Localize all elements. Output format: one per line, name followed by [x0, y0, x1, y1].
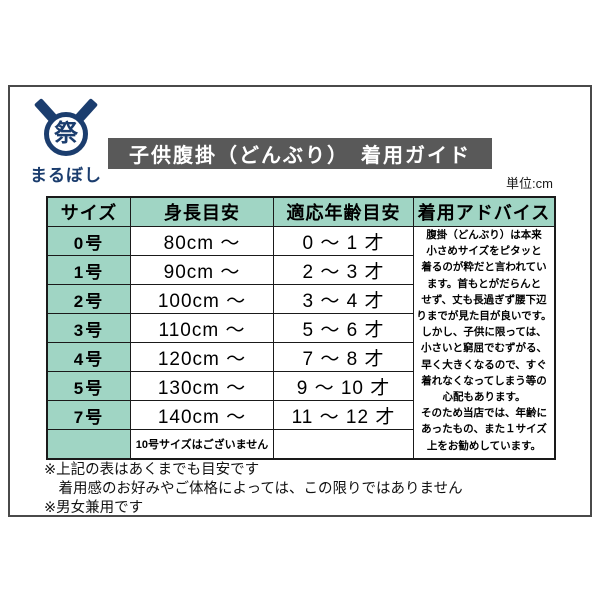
- height-cell: 80cm ～: [130, 226, 274, 256]
- column-header-age: 適応年齢目安: [273, 196, 414, 227]
- size-guide-table: サイズ 身長目安 適応年齢目安 着用アドバイス 0号 80cm ～ 0 ～ 1 …: [46, 196, 556, 460]
- size-cell: 3号: [46, 313, 131, 343]
- size-cell: 0号: [46, 226, 131, 256]
- size-cell-empty: [46, 429, 131, 460]
- height-cell: 110cm ～: [130, 313, 274, 343]
- size-cell: 2号: [46, 284, 131, 314]
- height-cell: 100cm ～: [130, 284, 274, 314]
- brand-logo: 祭 まるぼし: [28, 95, 104, 186]
- column-header-size: サイズ: [46, 196, 131, 227]
- guide-title-bar: 子供腹掛（どんぶり） 着用ガイド: [108, 138, 492, 169]
- table-note-row: 10号サイズはございません: [46, 429, 555, 460]
- height-cell: 140cm ～: [130, 400, 274, 430]
- size-cell: 7号: [46, 400, 131, 430]
- footnote-fit-caveat: 着用感のお好みやご体格によっては、この限りではありません: [44, 481, 463, 497]
- age-cell: 9 ～ 10 才: [273, 371, 414, 401]
- footnotes: ※上記の表はあくまでも目安です 着用感のお好みやご体格によっては、この限りではあ…: [44, 461, 463, 518]
- matsuri-emblem-icon: 祭: [44, 112, 88, 156]
- column-header-height: 身長目安: [130, 196, 274, 227]
- table-row: 1号 90cm ～ 2 ～ 3 才: [46, 255, 555, 285]
- height-cell: 130cm ～: [130, 371, 274, 401]
- table-header-row: サイズ 身長目安 適応年齢目安 着用アドバイス: [46, 196, 556, 227]
- age-cell-empty: [273, 429, 414, 460]
- size-cell: 1号: [46, 255, 131, 285]
- guide-title: 子供腹掛（どんぶり） 着用ガイド: [129, 145, 471, 167]
- footnote-unisex: ※男女兼用です: [44, 500, 144, 516]
- age-cell: 5 ～ 6 才: [273, 313, 414, 343]
- advice-cell: 腹掛（どんぶり）は本来 小さめサイズをピタッと 着るのが粋だと言われてい ます。…: [413, 226, 556, 460]
- age-cell: 11 ～ 12 才: [273, 400, 414, 430]
- table-row: 5号 130cm ～ 9 ～ 10 才: [46, 371, 555, 401]
- brand-name: まるぼし: [30, 166, 102, 185]
- column-header-advice: 着用アドバイス: [413, 196, 556, 227]
- table-row: 0号 80cm ～ 0 ～ 1 才 腹掛（どんぶり）は本来 小さめサイズをピタッ…: [46, 226, 556, 460]
- height-cell: 90cm ～: [130, 255, 274, 285]
- age-cell: 2 ～ 3 才: [273, 255, 414, 285]
- unit-label: 単位:cm: [506, 176, 553, 191]
- size-cell: 4号: [46, 342, 131, 372]
- table-row: 2号 100cm ～ 3 ～ 4 才: [46, 284, 555, 314]
- table-row: 7号 140cm ～ 11 ～ 12 才: [46, 400, 555, 430]
- matsuri-kanji: 祭: [54, 120, 78, 147]
- footnote-disclaimer: ※上記の表はあくまでも目安です: [44, 462, 260, 478]
- table-row: 3号 110cm ～ 5 ～ 6 才: [46, 313, 555, 343]
- table-row: 4号 120cm ～ 7 ～ 8 才: [46, 342, 555, 372]
- age-cell: 0 ～ 1 才: [273, 226, 414, 256]
- age-cell: 7 ～ 8 才: [273, 342, 414, 372]
- height-cell: 120cm ～: [130, 342, 274, 372]
- age-cell: 3 ～ 4 才: [273, 284, 414, 314]
- size-cell: 5号: [46, 371, 131, 401]
- no-size10-note: 10号サイズはございません: [130, 429, 274, 460]
